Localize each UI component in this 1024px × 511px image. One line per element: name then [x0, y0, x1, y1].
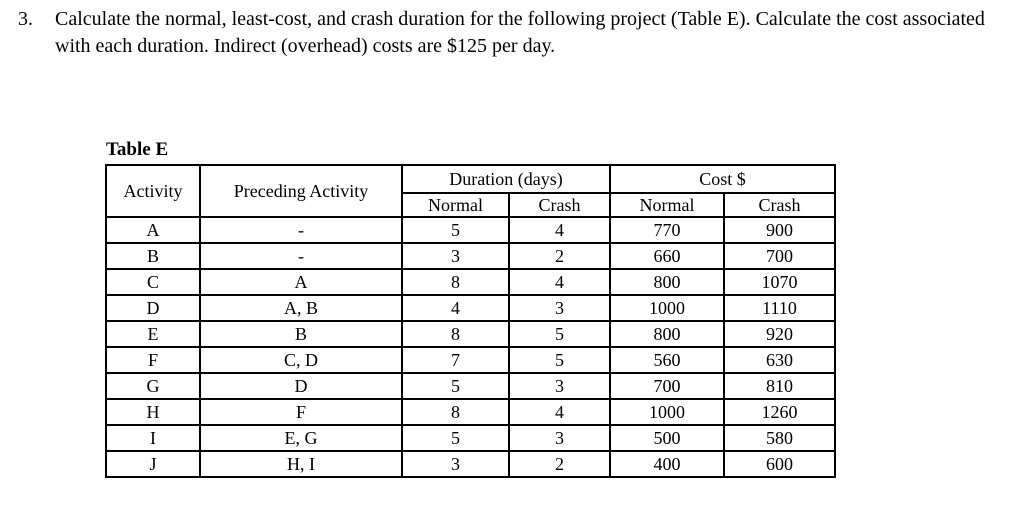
- cell-duration-crash: 3: [508, 372, 611, 400]
- cell-duration-normal: 8: [401, 320, 510, 348]
- cell-preceding: B: [199, 320, 403, 348]
- cell-duration-crash: 3: [508, 294, 611, 322]
- cell-duration-normal: 7: [401, 346, 510, 374]
- cell-preceding: A, B: [199, 294, 403, 322]
- cell-preceding: A: [199, 268, 403, 296]
- cell-cost-crash: 600: [723, 450, 836, 478]
- cell-cost-crash: 920: [723, 320, 836, 348]
- cell-activity: I: [105, 424, 201, 452]
- cell-duration-crash: 4: [508, 398, 611, 426]
- cell-duration-crash: 5: [508, 346, 611, 374]
- table-body: A - 5 4 770 900 B - 3 2 660 700 C A 8 4 …: [105, 216, 836, 478]
- cell-activity: C: [105, 268, 201, 296]
- cell-cost-crash: 700: [723, 242, 836, 270]
- cell-cost-normal: 800: [609, 268, 725, 296]
- cell-cost-normal: 770: [609, 216, 725, 244]
- cell-cost-normal: 400: [609, 450, 725, 478]
- table-header: Activity Preceding Activity Duration (da…: [105, 164, 836, 218]
- cell-cost-normal: 660: [609, 242, 725, 270]
- cell-activity: H: [105, 398, 201, 426]
- header-duration-crash: Crash: [508, 193, 611, 218]
- cell-activity: E: [105, 320, 201, 348]
- cell-cost-crash: 630: [723, 346, 836, 374]
- cell-activity: F: [105, 346, 201, 374]
- table-row: G D 5 3 700 810: [105, 372, 836, 400]
- cell-duration-normal: 5: [401, 424, 510, 452]
- table-title: Table E: [106, 139, 169, 160]
- problem-number: 3.: [18, 8, 33, 30]
- table-row: A - 5 4 770 900: [105, 216, 836, 244]
- cell-duration-normal: 8: [401, 398, 510, 426]
- cell-cost-crash: 580: [723, 424, 836, 452]
- header-preceding-activity: Preceding Activity: [199, 164, 403, 218]
- cell-duration-crash: 5: [508, 320, 611, 348]
- cell-cost-crash: 1070: [723, 268, 836, 296]
- cell-cost-normal: 1000: [609, 398, 725, 426]
- header-cost-crash: Crash: [723, 193, 836, 218]
- cell-preceding: F: [199, 398, 403, 426]
- cell-duration-normal: 5: [401, 216, 510, 244]
- cell-preceding: E, G: [199, 424, 403, 452]
- header-cost-normal: Normal: [609, 193, 725, 218]
- table-row: H F 8 4 1000 1260: [105, 398, 836, 426]
- header-row-groups: Activity Preceding Activity Duration (da…: [105, 164, 836, 218]
- cell-duration-normal: 5: [401, 372, 510, 400]
- header-row-sub: Normal Crash Normal Crash: [106, 193, 836, 218]
- problem-text: Calculate the normal, least-cost, and cr…: [55, 8, 985, 57]
- cell-duration-crash: 4: [508, 268, 611, 296]
- cell-activity: G: [105, 372, 201, 400]
- cell-cost-normal: 500: [609, 424, 725, 452]
- cell-cost-normal: 560: [609, 346, 725, 374]
- table-row: B - 3 2 660 700: [105, 242, 836, 270]
- table-row: E B 8 5 800 920: [105, 320, 836, 348]
- table-row: J H, I 3 2 400 600: [105, 450, 836, 478]
- cell-cost-normal: 800: [609, 320, 725, 348]
- cell-cost-crash: 900: [723, 216, 836, 244]
- cell-duration-crash: 4: [508, 216, 611, 244]
- cell-duration-normal: 3: [401, 242, 510, 270]
- cell-cost-crash: 1260: [723, 398, 836, 426]
- table-row: C A 8 4 800 1070: [105, 268, 836, 296]
- cell-cost-normal: 700: [609, 372, 725, 400]
- header-cost-group: Cost $: [609, 164, 836, 194]
- cell-preceding: -: [199, 242, 403, 270]
- cell-activity: D: [105, 294, 201, 322]
- cell-preceding: C, D: [199, 346, 403, 374]
- cell-activity: B: [105, 242, 201, 270]
- activity-table: Activity Preceding Activity Duration (da…: [105, 164, 836, 478]
- table-row: D A, B 4 3 1000 1110: [105, 294, 836, 322]
- cell-preceding: H, I: [199, 450, 403, 478]
- header-duration-group: Duration (days): [401, 164, 611, 194]
- cell-activity: A: [105, 216, 201, 244]
- cell-preceding: -: [199, 216, 403, 244]
- cell-cost-crash: 1110: [723, 294, 836, 322]
- cell-duration-crash: 2: [508, 242, 611, 270]
- cell-duration-crash: 2: [508, 450, 611, 478]
- problem-statement: 3. Calculate the normal, least-cost, and…: [18, 6, 1003, 60]
- cell-duration-normal: 3: [401, 450, 510, 478]
- cell-activity: J: [105, 450, 201, 478]
- header-duration-normal: Normal: [401, 193, 510, 218]
- cell-cost-normal: 1000: [609, 294, 725, 322]
- header-activity: Activity: [105, 164, 201, 218]
- table-block: Table E Activity Preceding Activity Dura…: [105, 139, 836, 478]
- table-row: F C, D 7 5 560 630: [105, 346, 836, 374]
- cell-duration-crash: 3: [508, 424, 611, 452]
- cell-preceding: D: [199, 372, 403, 400]
- cell-cost-crash: 810: [723, 372, 836, 400]
- cell-duration-normal: 8: [401, 268, 510, 296]
- cell-duration-normal: 4: [401, 294, 510, 322]
- table-row: I E, G 5 3 500 580: [105, 424, 836, 452]
